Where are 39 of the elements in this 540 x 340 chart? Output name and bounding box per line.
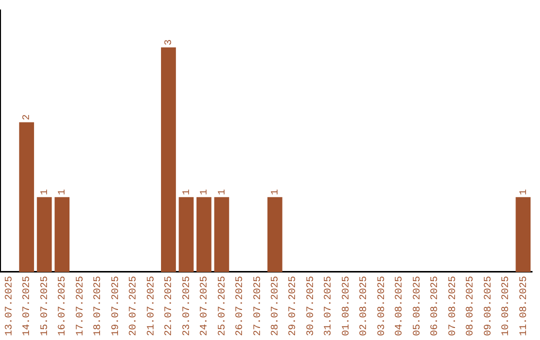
x-tick-label: 09.08.2025 <box>483 276 494 336</box>
x-tick-label: 18.07.2025 <box>93 276 104 336</box>
data-label: 2 <box>22 114 34 120</box>
x-tick-label: 23.07.2025 <box>182 276 193 336</box>
data-label: 1 <box>270 189 282 196</box>
x-tick-label: 01.08.2025 <box>341 276 352 336</box>
x-tick-label: 17.07.2025 <box>75 276 86 336</box>
x-tick-label: 13.07.2025 <box>4 276 16 336</box>
x-tick-label: 28.07.2025 <box>270 276 282 336</box>
data-label: 1 <box>58 189 69 196</box>
x-tick-label: 20.07.2025 <box>128 276 140 336</box>
x-tick-label: 21.07.2025 <box>146 276 158 336</box>
x-tick-label: 31.07.2025 <box>324 276 335 336</box>
x-tick-label: 22.07.2025 <box>164 276 176 336</box>
x-tick-label: 19.07.2025 <box>110 276 122 336</box>
x-tick-label: 10.08.2025 <box>501 276 512 336</box>
x-tick-label: 06.08.2025 <box>430 276 442 336</box>
data-label: 1 <box>200 189 211 196</box>
x-tick-label: 30.07.2025 <box>306 276 317 336</box>
x-tick-label: 24.07.2025 <box>200 276 211 336</box>
x-tick-label: 25.07.2025 <box>217 276 228 336</box>
x-tick-label: 07.08.2025 <box>448 276 459 336</box>
x-tick-label: 04.08.2025 <box>394 276 406 336</box>
x-tick-label: 05.08.2025 <box>412 276 424 336</box>
data-label: 1 <box>40 189 51 196</box>
x-tick-label: 11.08.2025 <box>518 276 530 336</box>
data-label: 1 <box>217 189 228 196</box>
x-tick-label: 26.07.2025 <box>235 276 246 336</box>
x-tick-label: 15.07.2025 <box>40 276 51 336</box>
x-tick-label: 14.07.2025 <box>22 276 34 336</box>
data-label: 3 <box>164 39 176 46</box>
x-tick-label: 02.08.2025 <box>359 276 370 336</box>
x-tick-label: 27.07.2025 <box>252 276 264 336</box>
x-tick-label: 16.07.2025 <box>58 276 69 336</box>
x-tick-label: 29.07.2025 <box>288 276 300 336</box>
data-label: 1 <box>518 189 530 196</box>
x-tick-label: 03.08.2025 <box>376 276 388 336</box>
x-tick-label: 08.08.2025 <box>466 276 477 336</box>
data-label: 1 <box>182 189 193 196</box>
